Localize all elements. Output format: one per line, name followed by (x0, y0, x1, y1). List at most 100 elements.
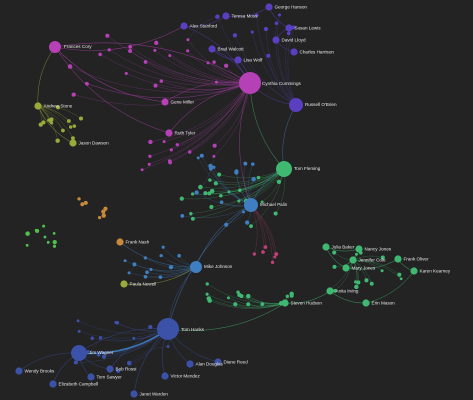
minor-node[interactable] (212, 165, 216, 169)
labeled-node-n-ad[interactable] (186, 360, 194, 368)
minor-node[interactable] (124, 71, 128, 75)
minor-node[interactable] (205, 292, 209, 296)
labeled-node-n-nj[interactable] (355, 245, 363, 253)
hub-node-frances-cory[interactable] (49, 41, 61, 53)
minor-node[interactable] (354, 284, 359, 290)
minor-node[interactable] (273, 255, 277, 259)
minor-node[interactable] (260, 200, 264, 204)
minor-node[interactable] (186, 38, 190, 42)
minor-node[interactable] (198, 184, 203, 190)
minor-node[interactable] (56, 105, 61, 110)
minor-node[interactable] (194, 190, 199, 195)
minor-node[interactable] (166, 345, 170, 348)
minor-node[interactable] (332, 250, 337, 255)
minor-node[interactable] (232, 33, 238, 38)
minor-node[interactable] (25, 231, 30, 236)
minor-node[interactable] (72, 124, 77, 128)
hub-node-russ-wright[interactable] (289, 98, 303, 112)
labeled-node-n-fn[interactable] (116, 238, 124, 246)
minor-node[interactable] (249, 224, 253, 229)
minor-node[interactable] (84, 81, 89, 86)
minor-node[interactable] (356, 280, 361, 285)
minor-node[interactable] (223, 63, 229, 68)
hub-node-tom-hanks[interactable] (157, 318, 179, 340)
labeled-node-n-lw[interactable] (234, 56, 242, 64)
minor-node[interactable] (209, 188, 215, 194)
minor-node[interactable] (261, 250, 265, 254)
minor-node[interactable] (286, 31, 291, 36)
minor-node[interactable] (187, 150, 192, 154)
minor-node[interactable] (158, 275, 163, 279)
minor-node[interactable] (73, 360, 78, 365)
minor-node[interactable] (219, 200, 224, 205)
minor-node[interactable] (101, 213, 106, 218)
minor-node[interactable] (168, 54, 172, 58)
minor-node[interactable] (291, 25, 296, 30)
minor-node[interactable] (243, 161, 248, 166)
minor-node[interactable] (190, 192, 195, 196)
labeled-node-n-ai[interactable] (326, 287, 334, 295)
minor-node[interactable] (128, 44, 133, 49)
labeled-node-n-dr[interactable] (214, 358, 222, 366)
minor-node[interactable] (96, 352, 101, 357)
labeled-node-n-fo[interactable] (394, 255, 402, 263)
minor-node[interactable] (162, 140, 166, 144)
minor-node[interactable] (196, 156, 200, 160)
labeled-node-n-mj[interactable] (342, 264, 350, 272)
minor-node[interactable] (98, 336, 103, 340)
minor-node[interactable] (55, 138, 60, 143)
minor-node[interactable] (97, 216, 102, 220)
minor-node[interactable] (132, 336, 136, 340)
minor-node[interactable] (266, 53, 271, 58)
hub-node-michael-palin[interactable] (244, 198, 258, 212)
minor-node[interactable] (147, 162, 151, 166)
minor-node[interactable] (107, 48, 111, 52)
minor-node[interactable] (128, 49, 133, 54)
minor-node[interactable] (263, 26, 269, 32)
labeled-node-n-kr[interactable] (410, 267, 418, 275)
minor-node[interactable] (252, 252, 256, 256)
minor-node[interactable] (47, 118, 51, 122)
minor-node[interactable] (186, 49, 190, 53)
minor-node[interactable] (132, 262, 137, 267)
minor-node[interactable] (332, 264, 337, 269)
labeled-node-n-jd[interactable] (69, 139, 77, 147)
minor-node[interactable] (237, 199, 241, 203)
minor-node[interactable] (46, 240, 50, 244)
minor-node[interactable] (105, 33, 110, 38)
minor-node[interactable] (43, 235, 47, 239)
hub-node-jane-cummings[interactable] (239, 72, 261, 94)
minor-node[interactable] (71, 92, 76, 97)
minor-node[interactable] (397, 272, 402, 277)
labeled-node-n-al[interactable] (180, 22, 188, 30)
minor-node[interactable] (212, 60, 216, 64)
minor-node[interactable] (241, 210, 245, 214)
labeled-node-n-pn[interactable] (120, 280, 128, 288)
minor-node[interactable] (399, 277, 403, 281)
minor-node[interactable] (227, 296, 230, 300)
minor-node[interactable] (52, 231, 56, 235)
minor-node[interactable] (52, 239, 57, 245)
minor-node[interactable] (274, 21, 279, 26)
minor-node[interactable] (98, 52, 102, 57)
minor-node[interactable] (71, 136, 75, 141)
minor-node[interactable] (206, 61, 210, 65)
labeled-node-n-jw[interactable] (130, 390, 138, 398)
minor-node[interactable] (212, 143, 217, 148)
minor-node[interactable] (149, 267, 153, 272)
minor-node[interactable] (159, 253, 163, 258)
minor-node[interactable] (238, 188, 242, 192)
minor-node[interactable] (145, 270, 149, 275)
labeled-node-n-sh[interactable] (281, 299, 289, 307)
minor-node[interactable] (250, 30, 254, 34)
minor-node[interactable] (208, 178, 212, 182)
minor-node[interactable] (227, 190, 231, 194)
labeled-node-n-br[interactable] (106, 365, 114, 373)
minor-node[interactable] (333, 288, 337, 293)
minor-node[interactable] (217, 172, 222, 177)
minor-node[interactable] (190, 216, 195, 221)
minor-node[interactable] (239, 294, 244, 299)
minor-node[interactable] (203, 191, 208, 196)
minor-node[interactable] (245, 220, 250, 225)
